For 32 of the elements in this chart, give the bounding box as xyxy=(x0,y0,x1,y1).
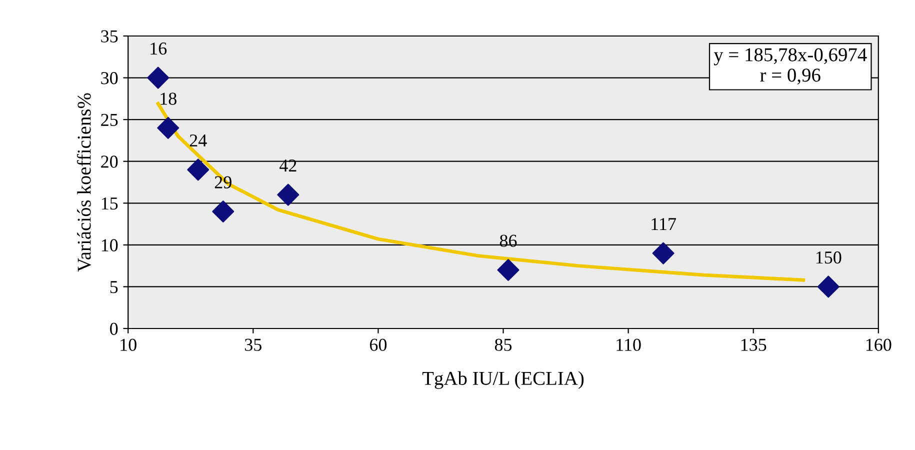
x-tick-label: 85 xyxy=(494,338,512,351)
annotation: 24 xyxy=(190,134,207,146)
point xyxy=(147,66,170,89)
point xyxy=(817,276,840,298)
point xyxy=(212,200,234,222)
y-tick-label: 30 xyxy=(101,72,118,84)
annotation: 42 xyxy=(279,160,296,172)
x-tick-label: 135 xyxy=(741,338,766,351)
x-axis-title: TgAb IU/L (ECLIA) xyxy=(422,371,584,389)
y-tick-label: 0 xyxy=(110,322,118,335)
x-tick-label: 10 xyxy=(120,338,136,351)
point xyxy=(187,158,210,181)
annotation: 150 xyxy=(816,251,842,264)
x-tick-label: 160 xyxy=(866,338,892,351)
point xyxy=(497,259,520,281)
x-tick-label: 35 xyxy=(244,338,262,351)
y-tick-label: 10 xyxy=(102,239,118,252)
y-tick-label: 25 xyxy=(101,114,118,126)
point xyxy=(277,184,300,206)
annotation: 18 xyxy=(160,92,176,105)
annotation: y = 185,78x-0,6974 r = 0,96 xyxy=(714,48,867,85)
y-tick-label: 20 xyxy=(101,156,118,168)
y-tick-label: 15 xyxy=(102,197,118,210)
annotation: 117 xyxy=(652,218,676,230)
x-tick-label: 60 xyxy=(370,338,387,351)
x-tick-label: 110 xyxy=(616,338,641,351)
point xyxy=(652,242,674,264)
y-tick-label: 35 xyxy=(101,30,118,42)
y-tick-label: 5 xyxy=(110,281,118,294)
point xyxy=(157,116,180,139)
annotation: 16 xyxy=(150,42,167,55)
y-axis-title: Variációs koefficiens% xyxy=(76,93,91,272)
